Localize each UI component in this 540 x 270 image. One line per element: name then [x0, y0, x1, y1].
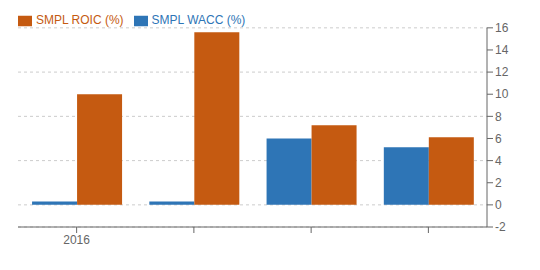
svg-text:14: 14 — [495, 43, 509, 57]
html-text:SMPL WACC (%): SMPL WACC (%) — [151, 13, 246, 27]
svg-text:16: 16 — [495, 21, 509, 35]
svg-text:12: 12 — [495, 65, 509, 79]
svg-text:8: 8 — [495, 110, 502, 124]
svg-text:4: 4 — [495, 154, 502, 168]
svg-text:-2: -2 — [495, 220, 506, 234]
svg-text:6: 6 — [495, 132, 502, 146]
svg-text:2: 2 — [495, 176, 502, 190]
svg-text:0: 0 — [495, 198, 502, 212]
html-text:SMPL ROIC (%): SMPL ROIC (%) — [36, 13, 124, 27]
svg-text:10: 10 — [495, 87, 509, 101]
svg-text:2016: 2016 — [63, 233, 90, 247]
